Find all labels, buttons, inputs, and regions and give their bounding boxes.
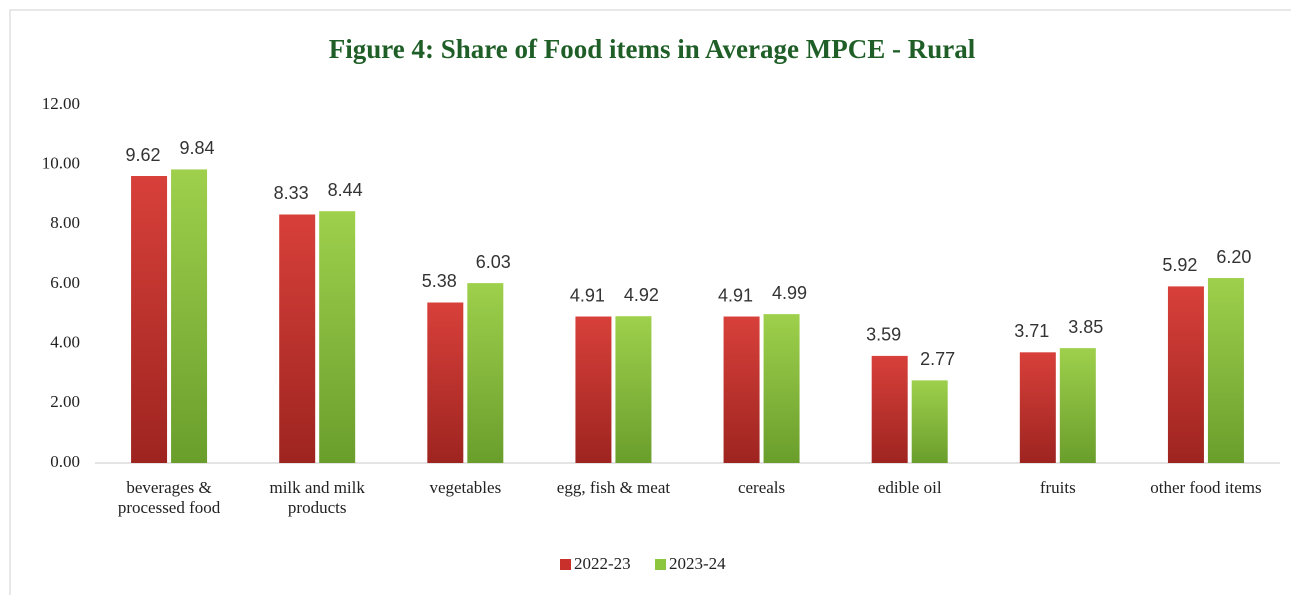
x-tick-label: fruits bbox=[1039, 478, 1076, 497]
bar bbox=[427, 302, 464, 463]
bar bbox=[467, 283, 504, 463]
data-label: 5.92 bbox=[1162, 255, 1197, 275]
y-tick-label: 6.00 bbox=[50, 273, 80, 292]
data-label: 2.77 bbox=[920, 349, 955, 369]
x-tick-label: vegetables bbox=[429, 478, 502, 497]
bar bbox=[1207, 278, 1244, 463]
x-tick-label: edible oil bbox=[877, 478, 942, 497]
y-tick-label: 8.00 bbox=[50, 213, 80, 232]
data-label: 5.38 bbox=[422, 271, 457, 291]
bar bbox=[171, 169, 208, 463]
data-label: 8.33 bbox=[274, 183, 309, 203]
x-tick-label: other food items bbox=[1150, 478, 1262, 497]
data-label: 6.03 bbox=[476, 252, 511, 272]
data-label: 9.62 bbox=[126, 145, 161, 165]
data-label: 3.71 bbox=[1014, 321, 1049, 341]
data-label: 4.91 bbox=[570, 285, 605, 305]
bar bbox=[615, 316, 652, 463]
bar bbox=[575, 316, 612, 463]
bar bbox=[131, 176, 168, 463]
bar bbox=[1059, 348, 1096, 463]
bar bbox=[319, 211, 356, 463]
chart-border bbox=[9, 9, 1291, 595]
data-label: 8.44 bbox=[328, 180, 363, 200]
bar bbox=[1019, 352, 1056, 463]
x-tick-label: egg, fish & meat bbox=[556, 478, 671, 497]
data-label: 4.91 bbox=[718, 285, 753, 305]
x-tick-label: beverages & processed food bbox=[117, 478, 221, 517]
bar bbox=[723, 316, 760, 463]
legend-label: 2022-23 bbox=[574, 554, 631, 573]
bar bbox=[871, 355, 908, 463]
bar bbox=[1167, 286, 1204, 463]
y-tick-label: 12.00 bbox=[42, 94, 80, 113]
y-tick-label: 4.00 bbox=[50, 333, 80, 352]
bar bbox=[763, 314, 800, 463]
data-label: 4.99 bbox=[772, 283, 807, 303]
x-tick-label: cereals bbox=[737, 478, 786, 497]
data-label: 3.59 bbox=[866, 325, 901, 345]
data-label: 3.85 bbox=[1068, 317, 1103, 337]
legend-label: 2023-24 bbox=[669, 554, 726, 573]
bar bbox=[911, 380, 948, 463]
chart-title: Figure 4: Share of Food items in Average… bbox=[329, 34, 976, 64]
y-tick-label: 10.00 bbox=[42, 154, 80, 173]
data-label: 4.92 bbox=[624, 285, 659, 305]
data-label: 9.84 bbox=[180, 138, 215, 158]
legend-swatch bbox=[655, 559, 666, 570]
bar bbox=[279, 214, 316, 463]
y-tick-label: 0.00 bbox=[50, 452, 80, 471]
y-tick-label: 2.00 bbox=[50, 392, 80, 411]
legend-swatch bbox=[560, 559, 571, 570]
data-label: 6.20 bbox=[1216, 247, 1251, 267]
x-tick-label: milk and milk products bbox=[269, 478, 365, 517]
